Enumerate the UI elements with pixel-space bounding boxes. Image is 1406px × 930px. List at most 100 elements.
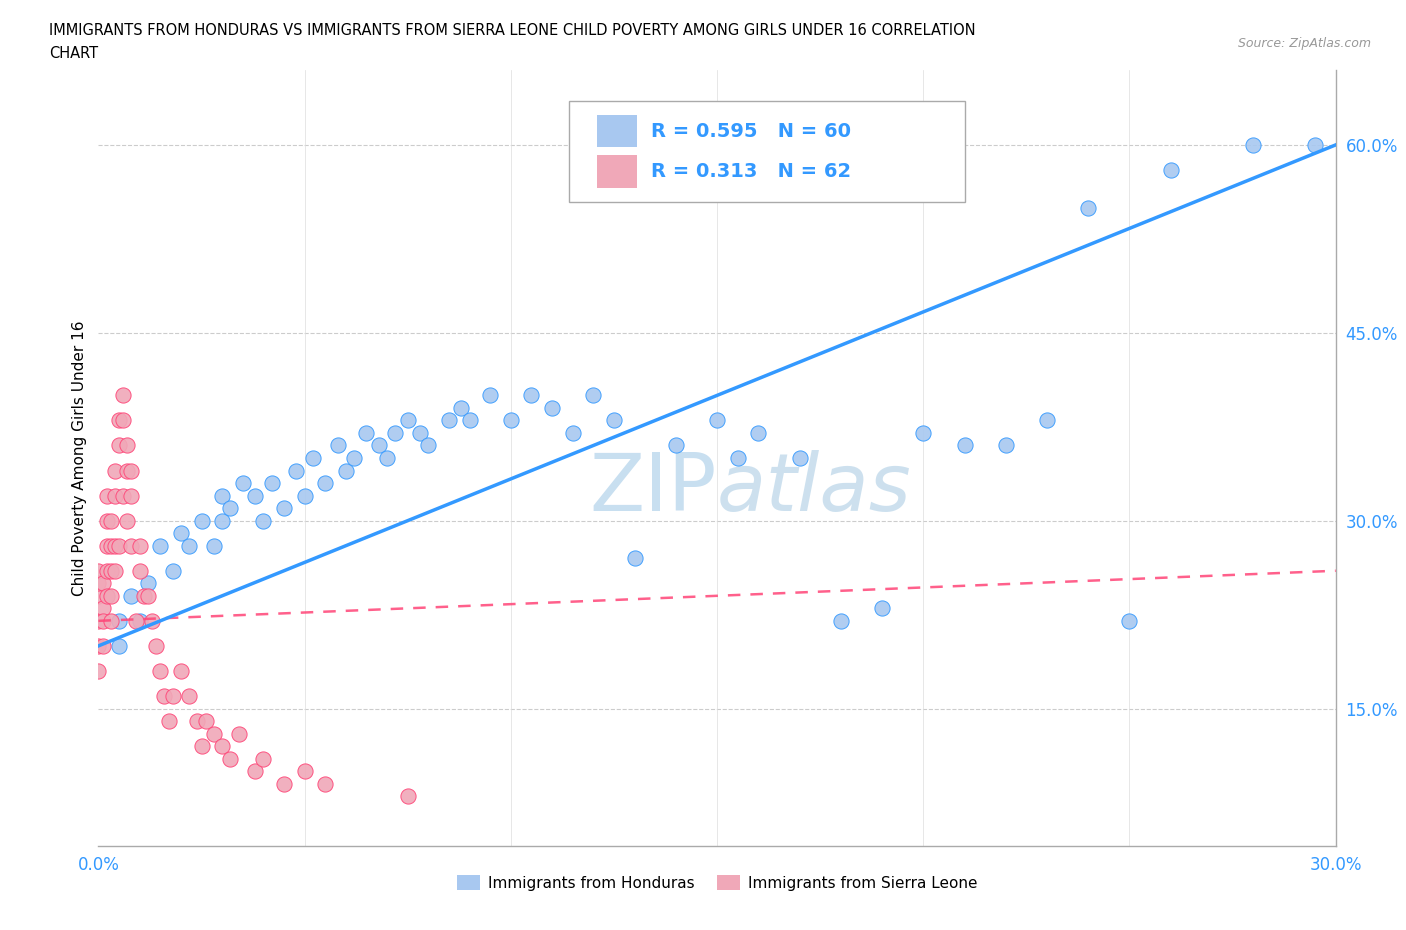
Text: R = 0.313   N = 62: R = 0.313 N = 62 [651, 162, 852, 181]
Point [375, 451, 398, 466]
Point [727, 451, 749, 466]
Point [128, 564, 150, 578]
Point [243, 764, 266, 778]
Point [243, 488, 266, 503]
Point [520, 388, 543, 403]
Point [120, 488, 142, 503]
Point [232, 475, 254, 490]
Point [112, 388, 135, 403]
Point [202, 538, 225, 553]
Point [91, 601, 114, 616]
Point [450, 401, 472, 416]
Text: IMMIGRANTS FROM HONDURAS VS IMMIGRANTS FROM SIERRA LEONE CHILD POVERTY AMONG GIR: IMMIGRANTS FROM HONDURAS VS IMMIGRANTS F… [49, 23, 976, 38]
Point [326, 438, 349, 453]
Point [384, 426, 406, 441]
Point [252, 751, 274, 766]
Point [104, 538, 127, 553]
Point [141, 614, 163, 629]
Text: ZIP: ZIP [589, 450, 717, 528]
Point [479, 388, 502, 403]
Point [170, 525, 193, 540]
Point [179, 538, 201, 553]
Point [96, 589, 118, 604]
Point [104, 488, 127, 503]
Point [285, 463, 308, 478]
Point [153, 688, 176, 703]
Text: atlas: atlas [717, 450, 912, 528]
Point [273, 500, 295, 515]
FancyBboxPatch shape [568, 100, 965, 202]
Point [87, 589, 110, 604]
Point [356, 426, 378, 441]
Point [252, 513, 274, 528]
Point [418, 438, 440, 453]
Point [100, 538, 122, 553]
Point [120, 589, 142, 604]
Point [104, 463, 127, 478]
Point [211, 513, 233, 528]
Point [104, 564, 127, 578]
Point [108, 538, 131, 553]
Point [1036, 413, 1059, 428]
Point [186, 713, 208, 728]
Point [190, 738, 212, 753]
Point [273, 777, 295, 791]
Point [96, 538, 118, 553]
Point [302, 451, 325, 466]
Point [499, 413, 522, 428]
Text: R = 0.595   N = 60: R = 0.595 N = 60 [651, 122, 852, 140]
Point [747, 426, 769, 441]
Point [260, 475, 283, 490]
Point [117, 438, 139, 453]
Point [112, 413, 135, 428]
Point [96, 564, 118, 578]
Point [145, 639, 167, 654]
Point [561, 426, 583, 441]
Point [706, 413, 728, 428]
Bar [598, 114, 637, 148]
Point [91, 639, 114, 654]
Point [100, 589, 122, 604]
Point [396, 789, 419, 804]
Point [149, 663, 172, 678]
Point [108, 614, 131, 629]
Point [136, 576, 159, 591]
Point [100, 614, 122, 629]
Point [582, 388, 605, 403]
Point [623, 551, 645, 565]
Point [194, 713, 217, 728]
Point [100, 564, 122, 578]
Point [870, 601, 893, 616]
Point [367, 438, 389, 453]
Point [1118, 614, 1140, 629]
Point [120, 538, 142, 553]
Point [87, 639, 110, 654]
Point [912, 426, 935, 441]
Point [437, 413, 460, 428]
Point [1077, 200, 1099, 215]
Point [87, 614, 110, 629]
Point [108, 438, 131, 453]
Point [541, 401, 564, 416]
Bar [598, 155, 637, 188]
Point [314, 475, 336, 490]
Point [100, 513, 122, 528]
Point [219, 500, 242, 515]
Point [211, 488, 233, 503]
Point [132, 589, 155, 604]
Point [128, 614, 150, 629]
Point [789, 451, 811, 466]
Point [87, 564, 110, 578]
Point [91, 576, 114, 591]
Point [603, 413, 626, 428]
Point [314, 777, 336, 791]
Point [170, 663, 193, 678]
Point [87, 576, 110, 591]
Point [335, 463, 357, 478]
Point [162, 688, 184, 703]
Point [994, 438, 1017, 453]
Point [87, 663, 110, 678]
Point [157, 713, 180, 728]
Point [211, 738, 233, 753]
Point [202, 726, 225, 741]
